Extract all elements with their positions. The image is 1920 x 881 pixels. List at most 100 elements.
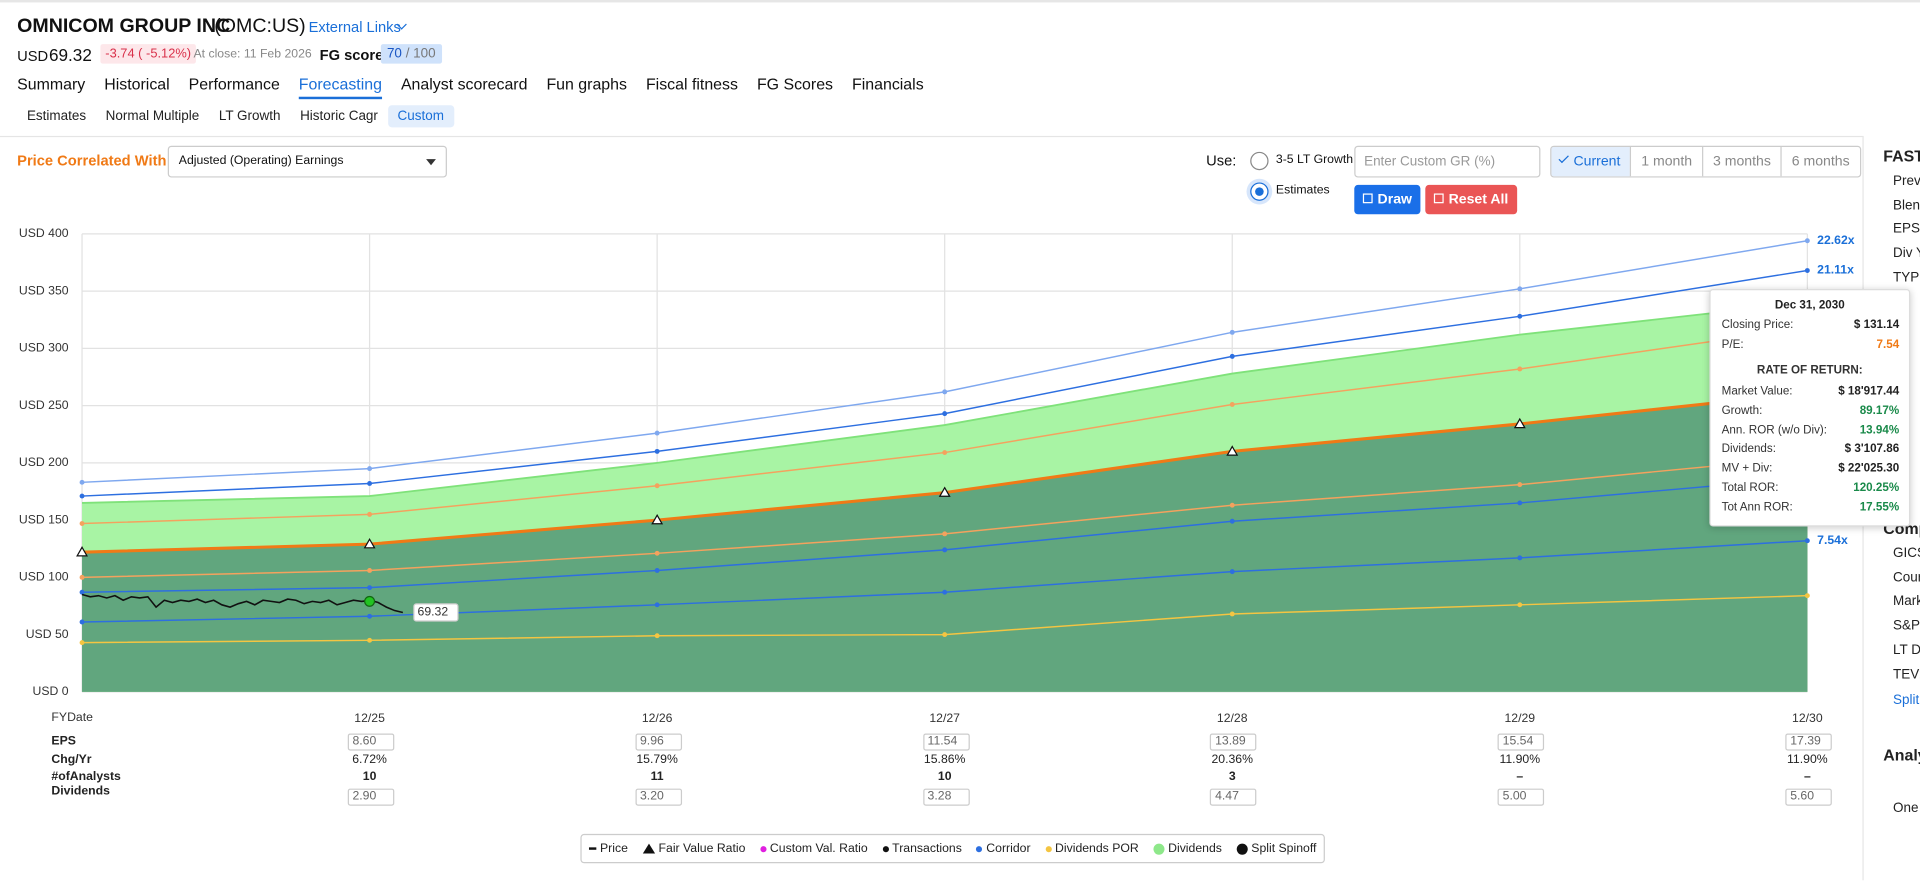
table-input[interactable]: 2.90 [348, 789, 395, 806]
correlated-value: Adjusted (Operating) Earnings [179, 154, 344, 167]
table-cell: – [1489, 770, 1550, 783]
period-button[interactable]: 3 months [1702, 147, 1781, 176]
legend-symbol [1237, 843, 1248, 854]
tabs: Summary Historical Performance Forecasting A… [17, 75, 924, 99]
tooltip-value: 13.94% [1860, 423, 1899, 436]
fg-score-label: FG score [320, 47, 384, 64]
corridor-point [80, 521, 85, 526]
table-cell: – [1777, 770, 1838, 783]
tab[interactable]: Performance [189, 75, 280, 99]
legend-label: Custom Val. Ratio [770, 842, 868, 855]
table-input[interactable]: 3.28 [923, 789, 970, 806]
subtab[interactable]: Custom [388, 105, 454, 127]
table-input[interactable]: 13.89 [1210, 733, 1257, 750]
period-button[interactable]: 1 month [1630, 147, 1702, 176]
tab[interactable]: Fun graphs [546, 75, 627, 99]
tooltip-label: Growth: [1722, 404, 1763, 417]
tooltip-label: Dividends: [1722, 443, 1776, 456]
table-input[interactable]: 4.47 [1210, 789, 1257, 806]
legend-item[interactable]: Custom Val. Ratio [760, 842, 868, 855]
subtab[interactable]: Estimates [17, 105, 96, 127]
table-cell: 11.90% [1777, 753, 1838, 766]
corridor-point [1230, 402, 1235, 407]
y-tick-label: USD 150 [19, 512, 69, 526]
tab[interactable]: Financials [852, 75, 924, 99]
row-label: Chg/Yr [51, 753, 91, 766]
corridor-point [80, 575, 85, 580]
table-cell: 3 [1202, 770, 1263, 783]
separator [0, 136, 1862, 137]
button-icon [1363, 193, 1373, 203]
tab[interactable]: Summary [17, 75, 85, 99]
subtab[interactable]: LT Growth [209, 105, 290, 127]
tooltip-value: 7.54 [1877, 338, 1900, 351]
subtab[interactable]: Historic Cagr [290, 105, 387, 127]
tooltip-label: Total ROR: [1722, 481, 1779, 494]
corridor-point [942, 450, 947, 455]
table-cell: 15.79% [627, 753, 688, 766]
corridor-point [655, 633, 660, 638]
side-item: Split [1893, 693, 1919, 708]
table-cell: 11 [627, 770, 688, 783]
legend-item[interactable]: Price [589, 842, 628, 855]
placeholder: Enter Custom GR (%) [1364, 154, 1495, 169]
row-label: EPS [51, 735, 76, 748]
legend-item[interactable]: Split Spinoff [1237, 842, 1317, 855]
period-label: 1 month [1641, 154, 1692, 169]
side-item: GICS [1893, 546, 1920, 561]
legend: Price Fair Value Ratio Custom Val. Ratio Tr… [580, 834, 1325, 863]
tab[interactable]: Fiscal fitness [646, 75, 738, 99]
legend-symbol [1045, 846, 1051, 852]
x-tick-label: 12/26 [642, 711, 673, 725]
table-input[interactable]: 9.96 [635, 733, 682, 750]
custom-gr-input[interactable]: Enter Custom GR (%) [1354, 146, 1540, 178]
button-icon [1434, 193, 1444, 203]
legend-item[interactable]: Corridor [977, 842, 1031, 855]
legend-symbol [1153, 843, 1164, 854]
side-item: LT D [1893, 643, 1920, 658]
radio-label: 3-5 LT Growth [1276, 153, 1353, 166]
price-change: -3.74 ( -5.12%) [100, 44, 196, 64]
table-input[interactable]: 17.39 [1785, 733, 1832, 750]
legend-item[interactable]: Transactions [882, 842, 961, 855]
legend-item[interactable]: Dividends [1153, 842, 1221, 855]
radio[interactable] [1250, 182, 1268, 200]
subtab[interactable]: Normal Multiple [96, 105, 209, 127]
period-button[interactable]: Current [1551, 147, 1630, 176]
table-input[interactable]: 11.54 [923, 733, 970, 750]
price-label: 69.32 [418, 605, 449, 619]
legend-item[interactable]: Dividends POR [1045, 842, 1139, 855]
external-links[interactable]: External Links [309, 18, 401, 35]
period-label: 6 months [1792, 154, 1850, 169]
tab[interactable]: FG Scores [757, 75, 833, 99]
table-input[interactable]: 15.54 [1498, 733, 1545, 750]
tab[interactable]: Forecasting [299, 75, 382, 99]
corridor-point [367, 466, 372, 471]
correlated-select[interactable]: Adjusted (Operating) Earnings [168, 146, 447, 178]
period-button[interactable]: 6 months [1781, 147, 1860, 176]
table-input[interactable]: 8.60 [348, 733, 395, 750]
table-input[interactable]: 5.00 [1498, 789, 1545, 806]
table-input[interactable]: 5.60 [1785, 789, 1832, 806]
draw-button[interactable]: Draw [1354, 185, 1420, 214]
corridor-point [367, 614, 372, 619]
radio[interactable] [1250, 152, 1268, 170]
reset-button[interactable]: Reset All [1425, 185, 1517, 214]
tooltip-value: 17.55% [1860, 501, 1899, 514]
x-tick-label: 12/29 [1504, 711, 1535, 725]
use-label: Use: [1206, 152, 1236, 169]
side-item: S&P [1893, 618, 1920, 633]
table-input[interactable]: 3.20 [635, 789, 682, 806]
tab[interactable]: Analyst scorecard [401, 75, 528, 99]
tooltip-title: Dec 31, 2030 [1711, 299, 1909, 312]
corridor-point [80, 590, 85, 595]
legend-item[interactable]: Fair Value Ratio [643, 842, 746, 855]
legend-symbol [643, 844, 655, 854]
corridor-point [1517, 500, 1522, 505]
legend-label: Fair Value Ratio [659, 842, 746, 855]
corridor-point [655, 551, 660, 556]
tab[interactable]: Historical [104, 75, 169, 99]
close-note: At close: 11 Feb 2026 [193, 48, 311, 61]
corridor-point [1230, 330, 1235, 335]
corridor-point [942, 389, 947, 394]
